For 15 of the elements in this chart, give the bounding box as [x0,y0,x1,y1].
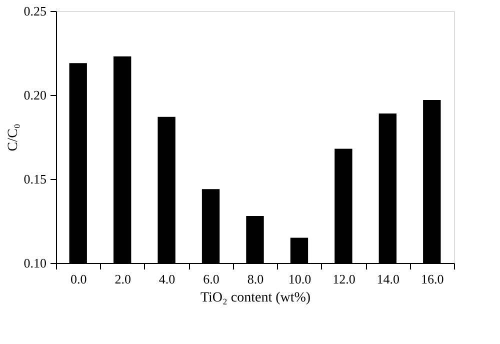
y-tick-label: 0.10 [24,256,46,270]
x-tick-label: 10.0 [288,272,312,286]
x-tick-label: 8.0 [247,272,264,286]
y-tick-label: 0.25 [24,4,46,18]
x-tick-label: 14.0 [376,272,400,286]
x-tick-label: 2.0 [114,272,131,286]
x-tick-label: 6.0 [203,272,220,286]
x-tick-label: 12.0 [332,272,356,286]
y-tick-label: 0.20 [24,88,46,102]
y-tick-label: 0.15 [24,172,46,186]
x-tick-label: 0.0 [70,272,87,286]
x-tick-label: 16.0 [421,272,444,286]
x-tick-label: 4.0 [158,272,176,286]
y-axis-title: C/C₀ [6,124,21,152]
x-axis-title: TiO₂ content (wt%) [200,290,311,306]
